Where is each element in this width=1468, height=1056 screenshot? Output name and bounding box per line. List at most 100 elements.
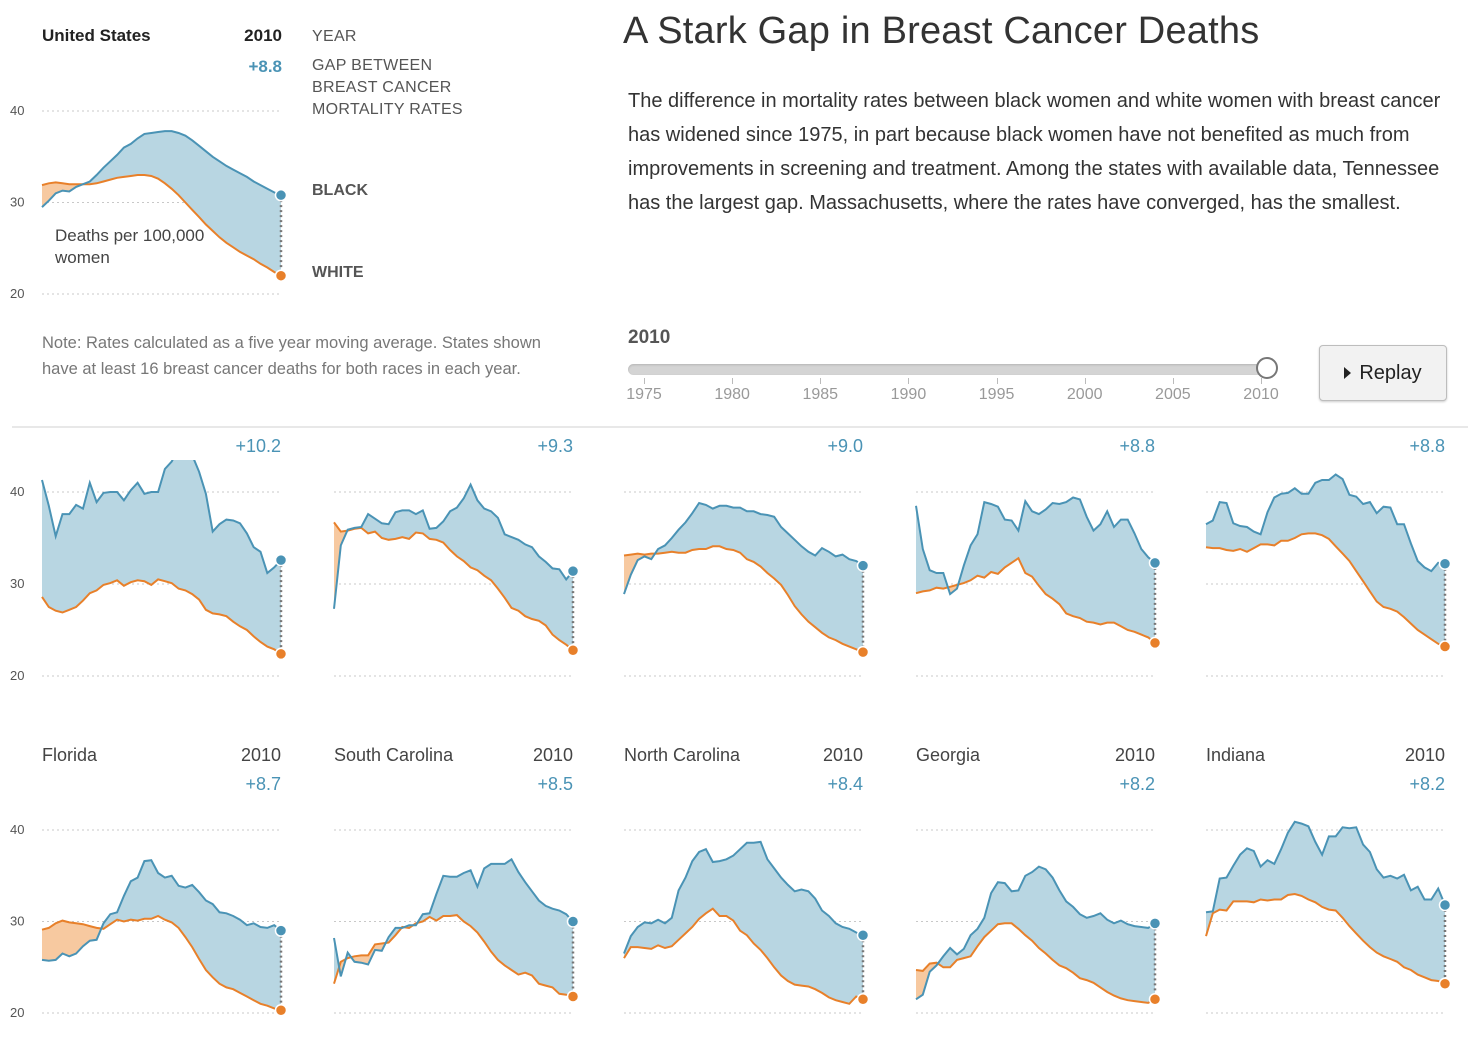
y-tick-label: 40 (10, 822, 24, 837)
gap-area-black-higher (916, 505, 948, 594)
white-end-dot (1438, 977, 1452, 990)
us-area-chart: 20 30 40 (10, 103, 288, 301)
gap-area-black-higher (101, 860, 281, 1011)
legend-black-label: BLACK (312, 182, 368, 199)
gap-area-black-higher (958, 497, 1155, 643)
slider-tick (644, 378, 645, 384)
white-end-dot (566, 643, 580, 657)
white-rate-line (915, 922, 1156, 1004)
slider-tick-label: 1975 (626, 386, 662, 403)
legend-year-label: YEAR (312, 28, 357, 45)
white-rate-line (41, 914, 282, 1012)
gap-area-black-higher (417, 859, 573, 997)
state-year: 2010 (822, 745, 863, 765)
white-rate-line (1205, 892, 1446, 985)
y-tick-label: 40 (10, 484, 24, 499)
intro-paragraph: The difference in mortality rates betwee… (628, 90, 1441, 214)
state-area-chart (333, 482, 580, 677)
state-gap-value: +8.2 (1409, 774, 1445, 794)
white-end-dot (856, 645, 870, 659)
slider-tick-label: 1985 (802, 386, 839, 403)
units-label: Deaths per 100,000 women (55, 226, 205, 267)
black-end-dot (1438, 898, 1452, 912)
us-chart-title: United States (42, 26, 151, 45)
slider-tick (1172, 378, 1174, 384)
legend-gap-label: GAP BETWEEN BREAST CANCER MORTALITY RATE… (312, 57, 463, 118)
black-rate-line (915, 865, 1156, 1001)
slider-tick (732, 378, 734, 384)
slider-tick-label: 2005 (1155, 386, 1191, 403)
slider-tick (1084, 378, 1086, 384)
black-rate-line (915, 496, 1156, 596)
state-name: North Carolina (624, 745, 741, 765)
year-slider-track[interactable] (628, 364, 1268, 375)
black-rate-line (333, 857, 574, 977)
state-gap-value: +9.0 (827, 436, 863, 456)
y-tick-label: 20 (10, 668, 24, 683)
slider-tick-label: 1980 (714, 386, 750, 403)
state-name: Indiana (1206, 745, 1266, 765)
legend-white-label: WHITE (312, 264, 364, 281)
gap-area-black-higher (83, 131, 281, 276)
slider-tick (820, 378, 822, 384)
white-rate-line (333, 521, 574, 651)
state-gap-value: +8.7 (245, 774, 281, 794)
white-rate-line (1205, 532, 1446, 648)
state-gap-value: +10.2 (235, 436, 281, 456)
state-year: 2010 (1114, 745, 1155, 765)
state-gap-value: +8.5 (537, 774, 573, 794)
white-end-dot (274, 647, 288, 661)
white-rate-line (623, 545, 864, 654)
state-year: 2010 (240, 745, 281, 765)
state-name: South Carolina (334, 745, 454, 765)
slider-tick-label: 1995 (978, 386, 1015, 403)
black-end-dot (274, 924, 288, 937)
slider-current-year: 2010 (628, 327, 671, 348)
replay-button[interactable]: Replay (1319, 345, 1447, 401)
y-tick-label: 40 (10, 103, 24, 118)
y-tick-label: 30 (10, 195, 24, 210)
state-name: Florida (42, 745, 98, 765)
replay-label: Replay (1359, 361, 1422, 384)
white-rate-line (915, 556, 1156, 644)
black-end-dot (274, 188, 288, 202)
state-gap-value: +8.4 (827, 774, 863, 794)
white-end-dot (1438, 640, 1452, 653)
black-end-dot (566, 915, 580, 928)
state-area-chart (915, 829, 1162, 1014)
us-gap-value: +8.8 (248, 57, 282, 76)
state-gap-value: +8.2 (1119, 774, 1155, 794)
methodology-note: Note: Rates calculated as a five year mo… (42, 334, 541, 378)
black-end-dot (274, 553, 288, 567)
slider-tick (1261, 378, 1262, 384)
white-end-dot (1148, 993, 1162, 1006)
white-end-dot (566, 990, 580, 1003)
black-end-dot (856, 928, 870, 942)
section-divider (12, 426, 1468, 428)
state-area-chart (1205, 473, 1452, 677)
white-end-dot (274, 1004, 288, 1017)
state-area-chart: 20 30 40 (10, 822, 288, 1020)
state-name: Georgia (916, 745, 981, 765)
black-rate-line (333, 482, 574, 609)
gap-area-white-higher (351, 942, 386, 965)
white-rate-line (623, 907, 864, 1005)
white-end-dot (1148, 636, 1162, 650)
y-tick-label: 30 (10, 576, 24, 591)
gap-area-white-higher (334, 522, 348, 609)
gap-area-black-higher (655, 503, 863, 653)
white-rate-line (41, 578, 282, 655)
black-end-dot (856, 559, 870, 572)
gap-area-white-higher (624, 553, 655, 595)
year-slider-handle[interactable] (1256, 357, 1278, 379)
gap-area-black-higher (937, 866, 1155, 1003)
black-rate-line (623, 840, 864, 954)
state-year: 2010 (1404, 745, 1445, 765)
black-end-dot (1148, 556, 1162, 570)
state-area-chart (623, 491, 870, 677)
slider-tick (908, 378, 910, 384)
state-year: 2010 (532, 745, 573, 765)
state-gap-value: +8.8 (1119, 436, 1155, 456)
gap-area-black-higher (347, 484, 573, 651)
slider-tick-label: 2000 (1066, 386, 1103, 403)
